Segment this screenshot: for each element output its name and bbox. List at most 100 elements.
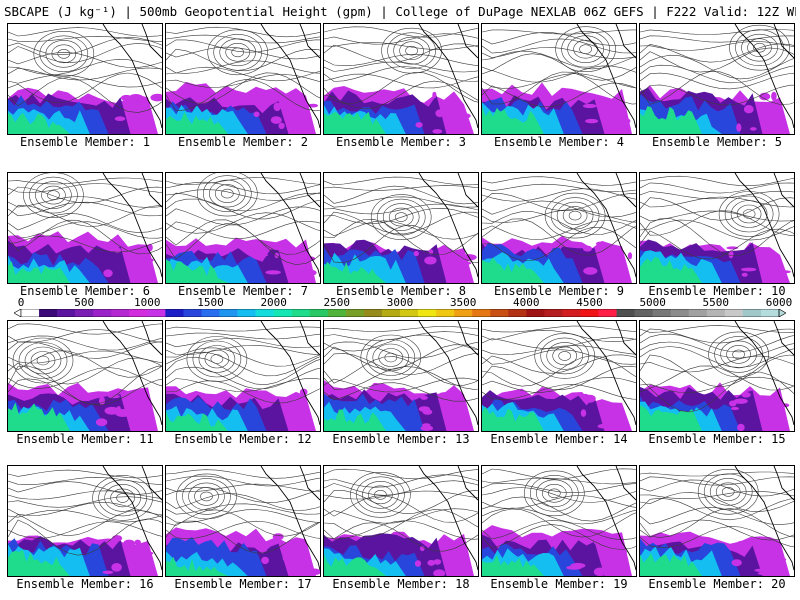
height-contour xyxy=(202,175,252,212)
height-contour xyxy=(640,341,794,359)
sbcape-map xyxy=(324,24,478,134)
cape-speck xyxy=(627,252,633,260)
cape-speck xyxy=(128,94,143,101)
height-contour xyxy=(393,36,430,65)
ensemble-member-label: Ensemble Member: 5 xyxy=(651,135,783,149)
cape-field xyxy=(640,239,791,283)
coastline xyxy=(260,466,320,571)
height-contour xyxy=(482,329,636,343)
height-contour xyxy=(8,36,162,42)
height-contour xyxy=(8,219,162,255)
height-contour xyxy=(166,347,320,367)
height-contours xyxy=(8,27,162,113)
height-contours xyxy=(166,173,320,266)
height-contour xyxy=(8,329,162,343)
cape-speck xyxy=(439,392,455,396)
ensemble-member-label: Ensemble Member: 14 xyxy=(490,432,628,446)
cape-speck xyxy=(134,539,141,545)
cape-speck xyxy=(305,568,320,576)
height-contour xyxy=(324,72,478,104)
cape-contour-fill xyxy=(324,554,386,576)
colorbar-tick-label: 4000 xyxy=(513,296,540,309)
cape-contour-fill xyxy=(8,549,70,576)
sbcape-map xyxy=(324,173,478,283)
height-contours xyxy=(324,468,478,552)
cape-speck xyxy=(772,557,787,562)
height-contour xyxy=(8,335,162,351)
cape-speck xyxy=(120,94,132,101)
ensemble-panel xyxy=(481,172,637,284)
height-contour xyxy=(399,41,424,61)
height-contour xyxy=(324,185,478,191)
cape-speck xyxy=(733,398,748,404)
cape-contour-fill xyxy=(640,553,702,576)
cape-contour-fill xyxy=(640,106,702,134)
height-contour xyxy=(640,333,794,353)
height-contour xyxy=(324,522,478,552)
cape-speck xyxy=(287,113,298,122)
colorbar-swatch xyxy=(255,309,274,317)
height-contour xyxy=(214,184,240,203)
cape-speck xyxy=(427,559,435,566)
coastline xyxy=(102,321,162,426)
cape-field xyxy=(640,85,790,134)
height-contour xyxy=(324,509,478,537)
colorbar-outline xyxy=(20,309,780,317)
height-contour xyxy=(482,482,636,494)
height-contour xyxy=(324,218,478,256)
height-contour xyxy=(166,509,320,523)
cape-contour-fill xyxy=(324,409,386,431)
height-contour xyxy=(324,468,478,480)
height-contour xyxy=(726,345,751,364)
colorbar-swatch xyxy=(760,309,780,317)
cape-speck xyxy=(584,394,596,403)
colorbar-min-arrow xyxy=(14,309,22,317)
height-contour xyxy=(166,48,320,72)
ensemble-panel xyxy=(323,172,479,284)
coastline xyxy=(102,466,162,571)
cape-speck xyxy=(140,257,154,263)
height-contour xyxy=(482,325,636,333)
cape-speck xyxy=(448,111,460,121)
height-contour xyxy=(324,377,478,393)
height-contour xyxy=(324,480,478,496)
cape-field xyxy=(324,239,477,283)
cape-speck xyxy=(566,565,582,570)
sbcape-map xyxy=(166,24,320,134)
colorbar-swatch xyxy=(129,309,148,317)
height-contour xyxy=(8,72,162,104)
colorbar-tick-label: 5000 xyxy=(639,296,666,309)
cape-speck xyxy=(770,275,784,282)
height-contour xyxy=(8,201,162,217)
cape-speck xyxy=(125,113,142,118)
height-contour xyxy=(8,323,162,335)
cape-speck xyxy=(104,406,120,415)
ensemble-panel xyxy=(7,320,163,432)
height-contour xyxy=(640,526,794,548)
colorbar-swatch xyxy=(237,309,256,317)
colorbar-tick-label: 4500 xyxy=(576,296,603,309)
height-contour xyxy=(220,188,234,199)
ensemble-member-label: Ensemble Member: 11 xyxy=(16,432,154,446)
cape-speck xyxy=(114,116,126,121)
height-contour xyxy=(324,508,478,524)
cape-speck xyxy=(457,256,469,264)
height-contour xyxy=(640,72,794,90)
cape-speck xyxy=(741,392,751,398)
colorbar-swatch xyxy=(688,309,708,317)
cape-speck xyxy=(608,416,613,421)
cape-speck xyxy=(582,245,593,252)
sbcape-map xyxy=(640,321,794,431)
height-contour xyxy=(8,74,162,88)
height-contour xyxy=(324,26,478,38)
height-contour xyxy=(482,38,636,54)
sbcape-map xyxy=(640,173,794,283)
height-contour xyxy=(640,29,794,35)
cape-speck xyxy=(102,570,114,574)
height-contour xyxy=(324,66,478,82)
height-contour xyxy=(166,338,320,348)
cape-contour-fill xyxy=(166,411,228,431)
coastline xyxy=(260,24,320,129)
height-contour xyxy=(482,496,636,522)
ensemble-panel xyxy=(165,320,321,432)
